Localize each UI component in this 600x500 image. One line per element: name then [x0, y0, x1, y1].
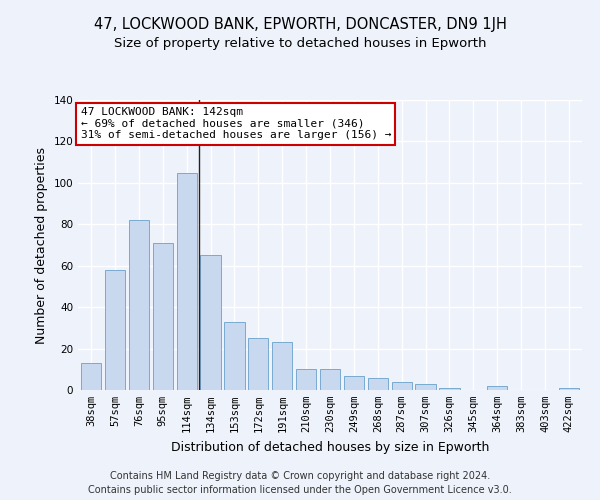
Text: Contains HM Land Registry data © Crown copyright and database right 2024.
Contai: Contains HM Land Registry data © Crown c…: [88, 471, 512, 495]
Bar: [224, 322, 245, 390]
Bar: [392, 382, 412, 390]
Bar: [368, 378, 388, 390]
Bar: [487, 386, 508, 390]
Bar: [176, 172, 197, 390]
Bar: [248, 338, 268, 390]
Text: Size of property relative to detached houses in Epworth: Size of property relative to detached ho…: [114, 38, 486, 51]
Y-axis label: Number of detached properties: Number of detached properties: [35, 146, 48, 344]
Bar: [200, 256, 221, 390]
Bar: [272, 342, 292, 390]
Bar: [129, 220, 149, 390]
Bar: [320, 370, 340, 390]
Bar: [344, 376, 364, 390]
Bar: [559, 388, 579, 390]
Bar: [152, 243, 173, 390]
Text: 47 LOCKWOOD BANK: 142sqm
← 69% of detached houses are smaller (346)
31% of semi-: 47 LOCKWOOD BANK: 142sqm ← 69% of detach…: [80, 108, 391, 140]
Text: 47, LOCKWOOD BANK, EPWORTH, DONCASTER, DN9 1JH: 47, LOCKWOOD BANK, EPWORTH, DONCASTER, D…: [94, 18, 506, 32]
Bar: [81, 363, 101, 390]
Bar: [296, 370, 316, 390]
Bar: [105, 270, 125, 390]
Bar: [415, 384, 436, 390]
Bar: [439, 388, 460, 390]
X-axis label: Distribution of detached houses by size in Epworth: Distribution of detached houses by size …: [171, 440, 489, 454]
